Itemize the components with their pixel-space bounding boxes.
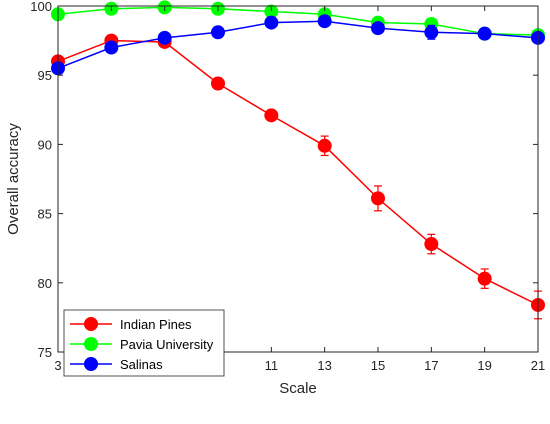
- legend-label: Pavia University: [120, 337, 214, 352]
- ticks-layer: 35791113151719217580859095100: [30, 0, 545, 373]
- legend-marker: [84, 317, 98, 331]
- x-tick-label: 3: [54, 358, 61, 373]
- legend: Indian Pines Pavia University Salinas: [63, 309, 225, 377]
- x-tick-label: 11: [265, 358, 279, 373]
- data-point-salinas: [371, 21, 385, 36]
- x-tick-label: 21: [531, 358, 545, 373]
- data-point-salinas: [104, 40, 119, 55]
- data-point-salinas: [157, 30, 172, 45]
- y-tick-label: 95: [38, 68, 52, 83]
- plot-background: [58, 6, 538, 352]
- y-tick-label: 80: [38, 276, 52, 291]
- x-tick-label: 17: [424, 358, 438, 373]
- series-line-indian-pines: [57, 39, 539, 306]
- y-tick-label: 100: [30, 0, 52, 14]
- data-point-indian-pines: [424, 237, 439, 252]
- y-tick-label: 75: [38, 345, 52, 360]
- data-point-salinas: [424, 25, 439, 40]
- data-point-indian-pines: [317, 138, 332, 153]
- y-axis-label: Overall accuracy: [5, 123, 22, 235]
- data-point-indian-pines: [211, 76, 225, 91]
- data-point-indian-pines: [371, 191, 385, 206]
- series-line-pavia-university: [57, 6, 539, 36]
- legend-label: Salinas: [120, 357, 163, 372]
- data-point-salinas: [264, 15, 279, 30]
- legend-marker: [84, 357, 98, 371]
- y-tick-label: 90: [38, 137, 52, 152]
- data-point-indian-pines: [477, 271, 492, 286]
- x-axis-label: Scale: [279, 380, 317, 397]
- data-point-indian-pines: [264, 108, 279, 123]
- x-tick-label: 19: [477, 358, 491, 373]
- legend-label: Indian Pines: [120, 317, 192, 332]
- y-tick-label: 85: [38, 207, 52, 222]
- data-point-salinas: [317, 14, 332, 29]
- x-tick-label: 15: [371, 358, 385, 373]
- data-point-salinas: [477, 26, 492, 41]
- data-point-salinas: [211, 25, 225, 40]
- plot-frame: [57, 5, 539, 353]
- legend-marker: [84, 337, 98, 351]
- x-tick-label: 13: [317, 358, 331, 373]
- series-line-salinas: [57, 20, 539, 69]
